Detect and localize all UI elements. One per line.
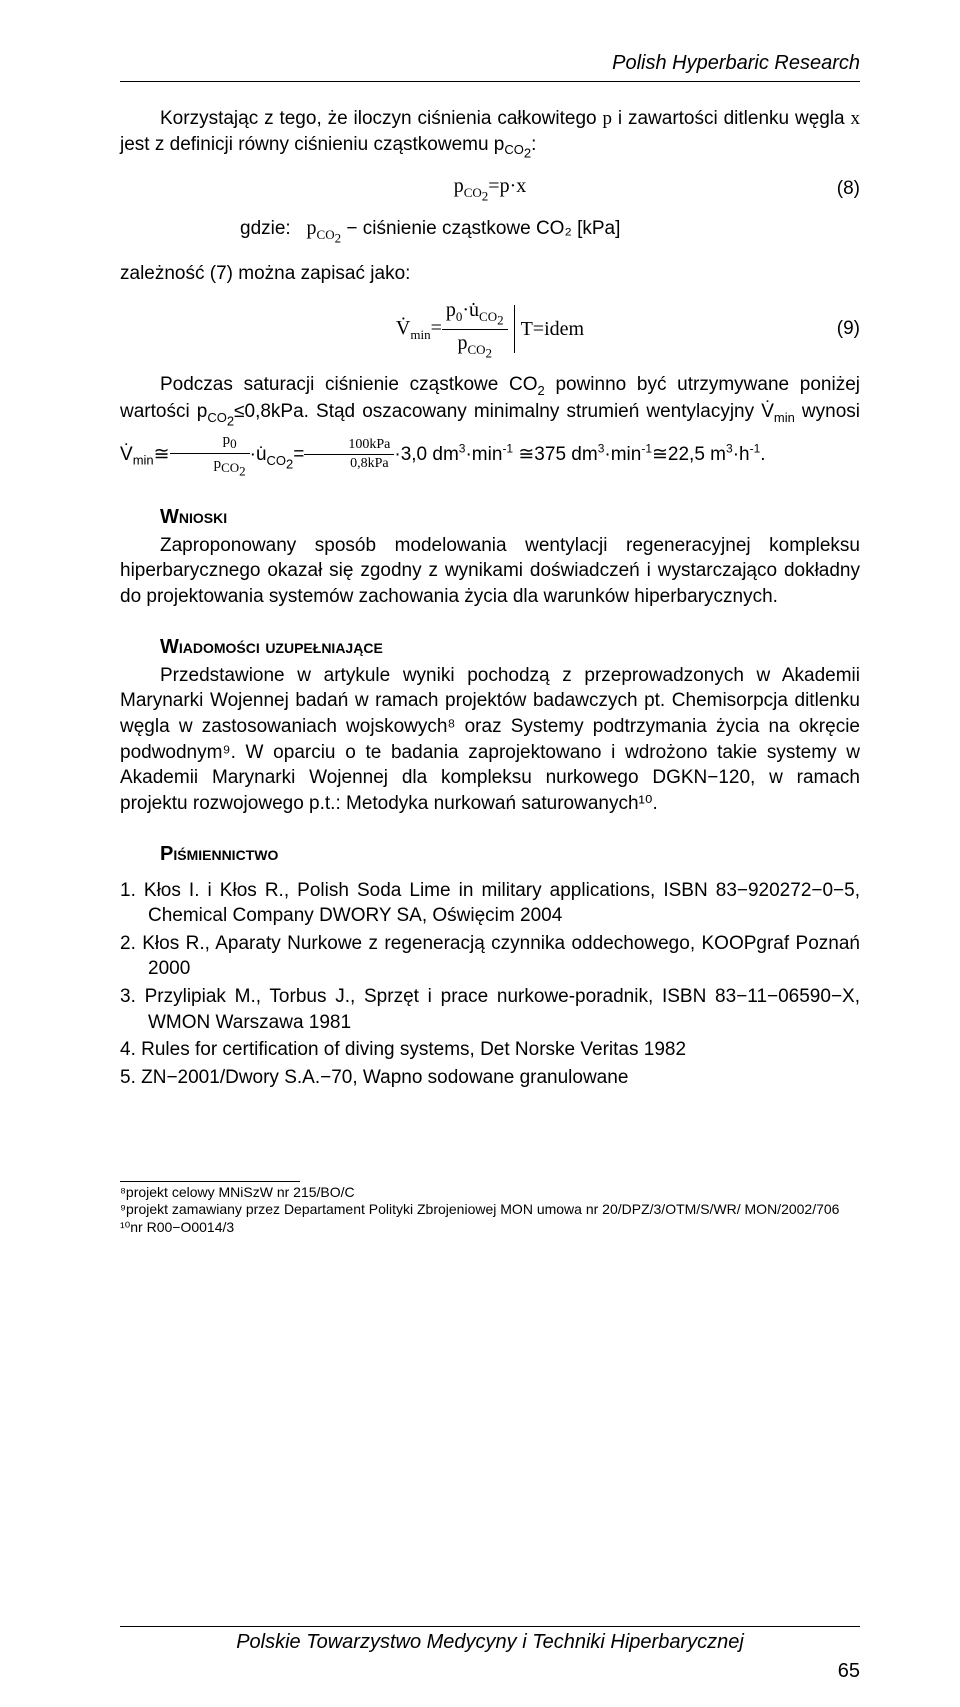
reference-item: 4. Rules for certification of diving sys…	[120, 1037, 860, 1063]
equation-8: pCO2=p·x (8)	[120, 173, 860, 205]
footer-rule	[120, 1626, 860, 1627]
reference-item: 5. ZN−2001/Dwory S.A.−70, Wapno sodowane…	[120, 1065, 860, 1091]
footnote-10: ¹⁰nr R00−O0014/3	[120, 1219, 860, 1237]
para-conclusions: Zaproponowany sposób modelowania wentyla…	[120, 533, 860, 610]
footnote-9: ⁹projekt zamawiany przez Departament Pol…	[120, 1201, 860, 1219]
eq9-number: (9)	[837, 316, 860, 342]
reference-item: 1. Kłos I. i Kłos R., Polish Soda Lime i…	[120, 878, 860, 929]
section-conclusions: Wnioski	[160, 504, 860, 531]
footnote-separator	[120, 1181, 300, 1182]
para-intro: Korzystając z tego, że iloczyn ciśnienia…	[120, 106, 860, 163]
reference-item: 3. Przylipiak M., Torbus J., Sprzęt i pr…	[120, 984, 860, 1035]
header-rule	[120, 81, 860, 82]
reference-item: 2. Kłos R., Aparaty Nurkowe z regeneracj…	[120, 931, 860, 982]
para-3: Podczas saturacji ciśnienie cząstkowe CO…	[120, 372, 860, 480]
journal-header: Polish Hyperbaric Research	[120, 50, 860, 77]
footer-org: Polskie Towarzystwo Medycyny i Techniki …	[120, 1629, 860, 1656]
section-supplementary: Wiadomości uzupełniające	[160, 634, 860, 661]
page-footer: Polskie Towarzystwo Medycyny i Techniki …	[120, 1618, 860, 1685]
equation-9: V̇min= p0·u̇CO2 pCO2 T=idem (9)	[120, 297, 860, 362]
para-supplementary: Przedstawione w artykule wyniki pochodzą…	[120, 663, 860, 817]
footnote-8: ⁸projekt celowy MNiSzW nr 215/BO/C	[120, 1184, 860, 1202]
para-2: zależność (7) można zapisać jako:	[120, 261, 860, 287]
section-references: Piśmiennictwo	[160, 841, 860, 868]
eq8-number: (8)	[837, 176, 860, 202]
page-number: 65	[120, 1658, 860, 1685]
references-list: 1. Kłos I. i Kłos R., Polish Soda Lime i…	[120, 878, 860, 1091]
where-clause: gdzie: pCO2 − ciśnienie cząstkowe CO₂ [k…	[240, 215, 860, 247]
